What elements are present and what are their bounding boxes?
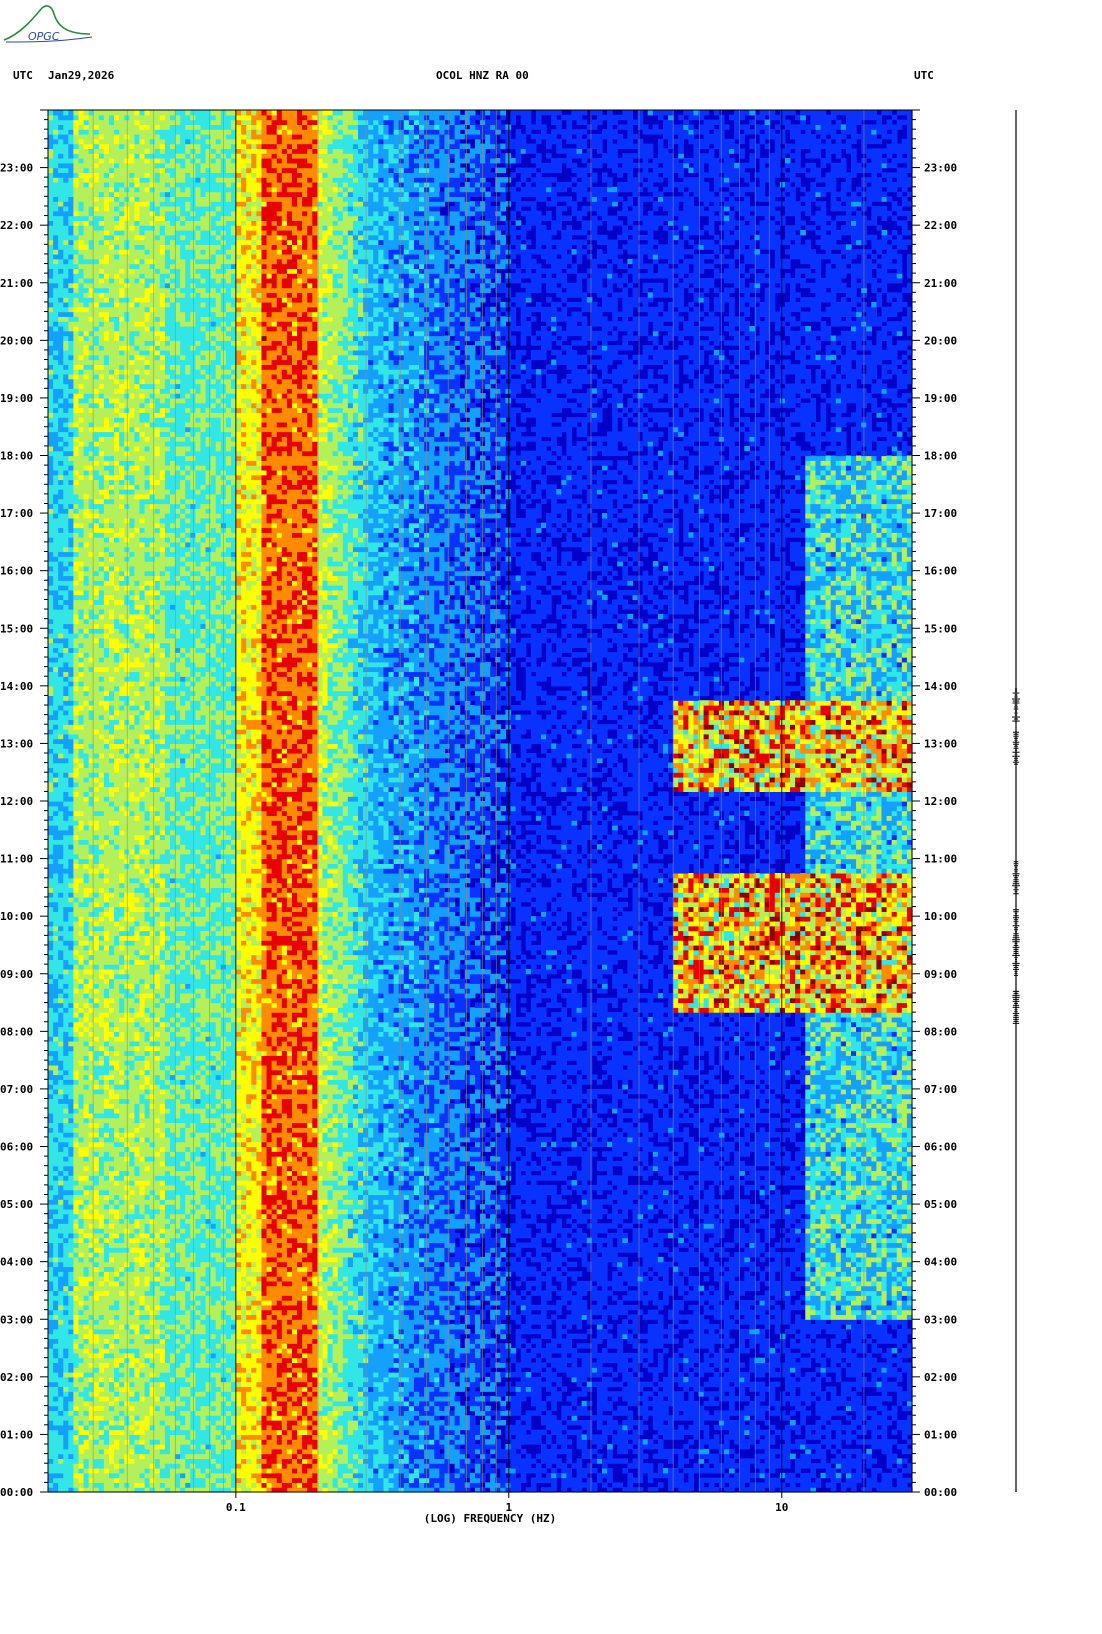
x-tick-label: 0.1 [226, 1501, 246, 1514]
y-tick-label-right: 09:00 [924, 968, 957, 981]
y-tick-label-left: 02:00 [0, 1371, 33, 1384]
y-tick-label-right: 05:00 [924, 1198, 957, 1211]
y-tick-label-right: 12:00 [924, 795, 957, 808]
y-tick-label-left: 18:00 [0, 450, 33, 463]
y-tick-label-right: 02:00 [924, 1371, 957, 1384]
y-tick-label-left: 05:00 [0, 1198, 33, 1211]
left-time-axis: 00:00 01:00 02:00 03:00 04:00 05:00 06:00 07:00… [0, 110, 48, 1499]
y-tick-label-left: 07:00 [0, 1083, 33, 1096]
y-tick-label-right: 20:00 [924, 334, 957, 347]
y-tick-label-right: 18:00 [924, 450, 957, 463]
y-tick-label-left: 21:00 [0, 277, 33, 290]
y-tick-label-right: 14:00 [924, 680, 957, 693]
seismic-trace [1012, 110, 1020, 1492]
y-tick-label-left: 12:00 [0, 795, 33, 808]
y-tick-label-left: 01:00 [0, 1428, 33, 1441]
y-tick-label-right: 10:00 [924, 910, 957, 923]
y-tick-label-left: 17:00 [0, 507, 33, 520]
x-tick-label: 10 [775, 1501, 788, 1514]
y-tick-label-left: 08:00 [0, 1025, 33, 1038]
y-tick-label-right: 15:00 [924, 622, 957, 635]
y-tick-label-left: 11:00 [0, 853, 33, 866]
spectrogram-heatmap [48, 110, 913, 1493]
right-time-axis: 00:00 01:00 02:00 03:00 04:00 05:00 06:00 07:00… [912, 110, 957, 1499]
y-tick-label-left: 06:00 [0, 1141, 33, 1154]
y-tick-label-right: 01:00 [924, 1428, 957, 1441]
y-tick-label-left: 04:00 [0, 1256, 33, 1269]
y-tick-label-right: 04:00 [924, 1256, 957, 1269]
y-tick-label-left: 23:00 [0, 162, 33, 175]
y-tick-label-right: 22:00 [924, 219, 957, 232]
y-tick-label-left: 14:00 [0, 680, 33, 693]
y-tick-label-right: 13:00 [924, 737, 957, 750]
y-tick-label-left: 13:00 [0, 737, 33, 750]
y-tick-label-right: 23:00 [924, 162, 957, 175]
y-tick-label-right: 21:00 [924, 277, 957, 290]
y-tick-label-left: 03:00 [0, 1313, 33, 1326]
y-tick-label-left: 19:00 [0, 392, 33, 405]
y-tick-label-left: 00:00 [0, 1486, 33, 1499]
y-tick-label-right: 11:00 [924, 853, 957, 866]
y-tick-label-right: 08:00 [924, 1025, 957, 1038]
y-tick-label-right: 07:00 [924, 1083, 957, 1096]
frequency-axis: 0.1 1 10 [226, 1492, 788, 1514]
y-tick-label-right: 03:00 [924, 1313, 957, 1326]
x-axis-label: (LOG) FREQUENCY (HZ) [424, 1512, 556, 1525]
y-tick-label-left: 10:00 [0, 910, 33, 923]
y-tick-label-right: 00:00 [924, 1486, 957, 1499]
y-tick-label-left: 16:00 [0, 565, 33, 578]
y-tick-label-right: 06:00 [924, 1141, 957, 1154]
y-tick-label-left: 09:00 [0, 968, 33, 981]
y-tick-label-right: 19:00 [924, 392, 957, 405]
y-tick-label-right: 16:00 [924, 565, 957, 578]
y-tick-label-right: 17:00 [924, 507, 957, 520]
y-tick-label-left: 20:00 [0, 334, 33, 347]
y-tick-label-left: 15:00 [0, 622, 33, 635]
y-tick-label-left: 22:00 [0, 219, 33, 232]
